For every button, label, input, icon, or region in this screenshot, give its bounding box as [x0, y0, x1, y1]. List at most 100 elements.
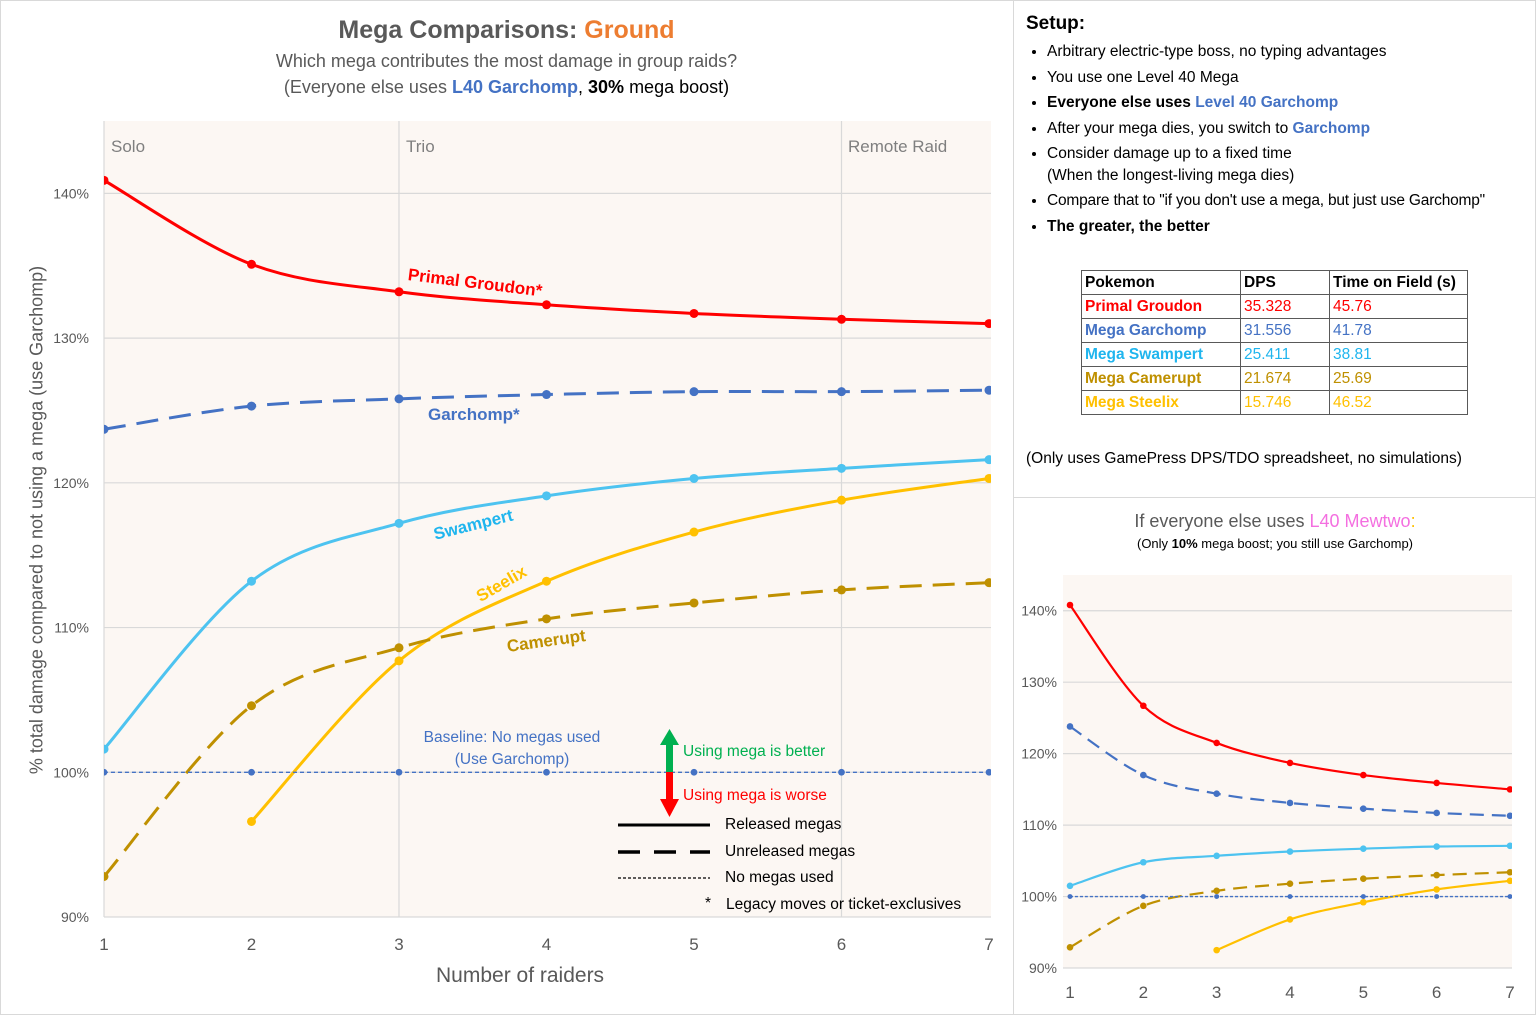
x-tick-label: 2: [1139, 983, 1148, 1002]
data-point: [689, 308, 699, 318]
baseline-note-line1: Baseline: No megas used: [423, 729, 601, 746]
data-point: [1066, 882, 1074, 890]
data-point: [837, 314, 846, 324]
y-tick-label: 130%: [53, 330, 89, 346]
table-header: Pokemon: [1081, 270, 1241, 295]
data-point: [1066, 601, 1074, 609]
plot-area: [104, 175, 991, 881]
data-point: [984, 385, 991, 395]
x-tick-label: 1: [1065, 983, 1074, 1002]
data-point: [984, 319, 991, 329]
x-tick-label: 1: [99, 935, 108, 954]
data-point: [689, 598, 699, 608]
data-point: [394, 643, 404, 653]
setup-item-text: (When the longest-living mega dies): [1047, 166, 1295, 184]
y-tick-label: 100%: [1021, 889, 1057, 905]
data-point: [247, 576, 256, 586]
data-point: [1506, 812, 1512, 820]
table-row: Primal Groudon 35.328 45.76: [1081, 294, 1468, 319]
data-point: [247, 401, 256, 411]
data-point: [1140, 702, 1147, 710]
plot-area: [1066, 601, 1512, 954]
subtitle-text: (Everyone else uses: [283, 77, 452, 97]
legend-asterisk-note: Legacy moves or ticket-exclusives: [726, 896, 962, 913]
x-axis-title: Number of raiders: [436, 964, 605, 987]
table-cell-time: 45.76: [1329, 294, 1468, 319]
table-row: Mega Camerupt 21.674 25.69: [1081, 366, 1468, 391]
data-point: [1360, 771, 1367, 779]
setup-item: Consider damage up to a fixed time (When …: [1047, 143, 1485, 186]
chart-subtitle-2: (Everyone else uses L40 Garchomp, 30% me…: [0, 77, 1013, 98]
data-point: [1434, 894, 1440, 900]
setup-item-text: Everyone else uses: [1047, 94, 1196, 111]
data-point: [394, 656, 404, 666]
data-point: [838, 768, 845, 776]
x-tick-label: 5: [689, 935, 698, 954]
setup-item: After your mega dies, you switch to Garc…: [1047, 118, 1485, 140]
data-point: [247, 816, 256, 826]
data-point: [837, 585, 846, 595]
x-tick-label: 3: [394, 935, 403, 954]
setup-list: Arbitrary electric-type boss, no typing …: [1027, 41, 1485, 241]
baseline-note-line2: (Use Garchomp): [454, 751, 570, 768]
setup-heading: Setup:: [1026, 13, 1086, 34]
data-point: [1286, 848, 1294, 855]
data-point: [394, 287, 404, 297]
data-point: [1433, 871, 1440, 879]
y-tick-label: 130%: [1021, 674, 1057, 690]
y-tick-label: 120%: [1021, 746, 1057, 762]
data-point: [1433, 886, 1440, 893]
data-point: [247, 701, 256, 711]
data-point: [1140, 894, 1146, 900]
data-point: [689, 387, 699, 397]
data-point: [1066, 723, 1074, 730]
data-point: [1286, 759, 1294, 767]
x-tick-label: 3: [1212, 983, 1221, 1002]
legend-unreleased: Unreleased megas: [725, 843, 856, 860]
main-chart: 90% 100% 110% 120% 130% 140% 1 2 3 4 5 6 7: [53, 121, 994, 954]
mewtwo-chart: 90% 100% 110% 120% 130% 140% 1 2 3 4 5 6 7: [1021, 575, 1515, 1002]
subtitle-boost: 30%: [588, 77, 625, 97]
series-label-garchomp: Garchomp*: [428, 405, 520, 424]
data-point: [1213, 887, 1220, 895]
data-point: [394, 394, 404, 404]
data-point: [1506, 786, 1512, 793]
data-point: [1213, 852, 1220, 860]
chart-title: Mega Comparisons: Ground: [0, 16, 1013, 45]
panel-divider: [1013, 0, 1014, 1015]
x-tick-label: 6: [1432, 983, 1441, 1002]
data-point: [542, 300, 551, 310]
table-cell-name: Primal Groudon: [1081, 294, 1241, 319]
worse-label: Using mega is worse: [683, 787, 827, 804]
region-label-remote: Remote Raid: [848, 137, 948, 156]
y-tick-label: 110%: [1022, 817, 1057, 833]
data-point: [985, 768, 991, 776]
plot-background: [1063, 575, 1512, 968]
side-chart-title: If everyone else uses L40 Mewtwo:: [1014, 511, 1536, 532]
data-point: [104, 744, 109, 754]
data-point: [1066, 943, 1074, 951]
data-point: [984, 578, 991, 588]
data-point: [1360, 845, 1367, 852]
setup-item: The greater, the better: [1047, 216, 1485, 238]
legend-none: No megas used: [725, 869, 834, 886]
table-cell-dps: 31.556: [1240, 318, 1330, 343]
side-title-text: If everyone else uses: [1134, 511, 1310, 531]
table-cell-name: Mega Camerupt: [1081, 366, 1241, 391]
data-point: [1506, 842, 1512, 850]
side-sub-text: (Only: [1136, 536, 1172, 551]
data-point: [984, 455, 991, 465]
stats-table: Pokemon DPS Time on Field (s) Primal Gro…: [1081, 270, 1468, 415]
data-point: [104, 424, 109, 434]
data-point: [1360, 894, 1366, 900]
setup-item: Everyone else uses Level 40 Garchomp: [1047, 92, 1485, 114]
table-row: Mega Swampert 25.411 38.81: [1081, 342, 1468, 367]
title-type: Ground: [584, 16, 675, 44]
region-label-trio: Trio: [406, 137, 435, 156]
data-point: [984, 473, 991, 483]
x-tick-label: 2: [247, 935, 256, 954]
better-arrow-icon: [660, 729, 679, 772]
setup-item-text: The greater, the better: [1047, 217, 1210, 235]
setup-item-text: Compare that to "if you don't use a mega…: [1047, 192, 1485, 209]
side-sub-text: mega boost; you still use Garchomp): [1197, 536, 1414, 551]
